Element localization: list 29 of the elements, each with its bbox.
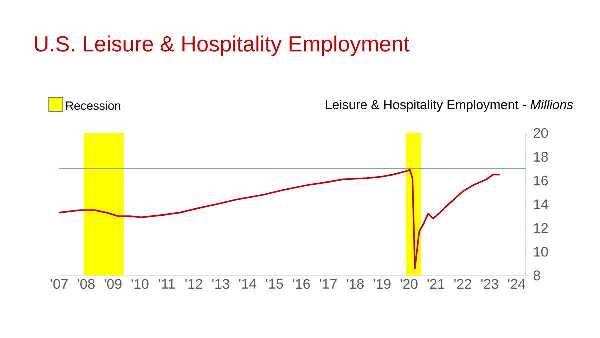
y-tick-label: 8 xyxy=(534,270,540,281)
x-tick-label: '19 xyxy=(374,279,391,290)
y-tick-label: 10 xyxy=(534,247,548,257)
x-tick-label: '08 xyxy=(78,279,95,290)
x-tick-label: '09 xyxy=(104,279,122,290)
y-tick-label: 14 xyxy=(534,200,548,210)
x-tick-label: '13 xyxy=(212,279,230,290)
y-tick-label: 20 xyxy=(534,128,548,138)
x-tick-label: '24 xyxy=(508,279,526,289)
x-tick-label: '20 xyxy=(400,279,418,290)
x-tick-label: '23 xyxy=(482,279,498,290)
line-series xyxy=(58,169,501,270)
x-tick-label: '21 xyxy=(428,279,445,289)
y-tick-label: 16 xyxy=(534,176,548,186)
y-tick-label: 18 xyxy=(534,152,548,162)
x-tick-label: '10 xyxy=(132,279,149,290)
x-tick-label: '07 xyxy=(51,279,68,290)
x-tick-label: '11 xyxy=(159,279,176,289)
chart-subtitle: Leisure & Hospitality Employment - Millions xyxy=(326,100,574,112)
x-tick-label: '16 xyxy=(293,279,310,290)
x-tick-label: '17 xyxy=(320,279,337,289)
x-tick-label: '15 xyxy=(266,279,284,289)
chart-title: U.S. Leisure & Hospitality Employment xyxy=(35,36,410,56)
y-tick-label: 12 xyxy=(534,223,548,234)
legend-label: Recession xyxy=(66,101,121,110)
x-tick-label: '12 xyxy=(186,279,202,289)
x-tick-label: '14 xyxy=(239,279,256,289)
x-tick-label: '22 xyxy=(454,279,472,289)
x-tick-label: '18 xyxy=(347,279,364,290)
